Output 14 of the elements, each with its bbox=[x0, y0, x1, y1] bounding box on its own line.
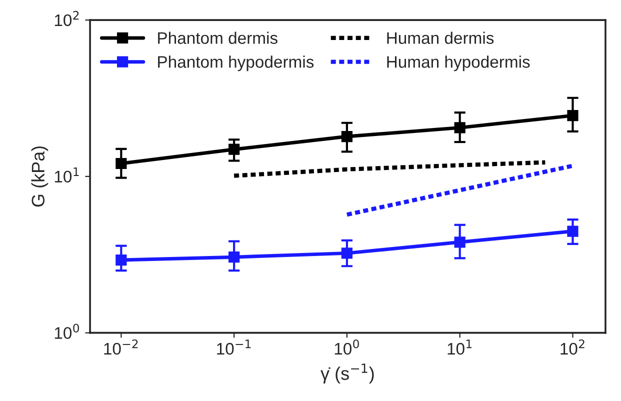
legend-label: Phantom dermis bbox=[158, 32, 278, 44]
x-tick-label: 10$^{1}$ bbox=[448, 340, 472, 355]
x-tick-label: 10$^{−1}$ bbox=[217, 340, 251, 355]
y-tick-label: 10$^{2}$ bbox=[54, 10, 79, 26]
x-tick-label: 10$^{−2}$ bbox=[104, 339, 138, 355]
legend-label: Human dermis bbox=[387, 32, 494, 44]
x-tick-label: 10$^{0}$ bbox=[334, 339, 359, 355]
x-axis-title: γ̇ (s$^{−1}$) bbox=[320, 364, 374, 384]
x-tick-label: 10$^{2}$ bbox=[560, 339, 584, 355]
y-axis-title: G (kPa) bbox=[31, 146, 48, 207]
legend-label: Human hypodermis bbox=[387, 56, 530, 72]
y-tick-label: 10$^{0}$ bbox=[54, 324, 79, 339]
y-tick-label: 10$^{1}$ bbox=[54, 167, 79, 183]
legend-label: Phantom hypodermis bbox=[158, 56, 314, 72]
